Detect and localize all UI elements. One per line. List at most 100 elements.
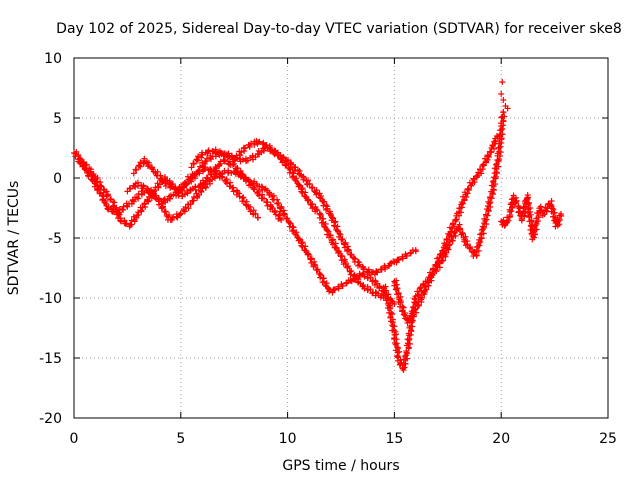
data-point xyxy=(335,283,342,290)
data-point xyxy=(523,197,530,204)
data-point xyxy=(359,263,366,270)
data-point xyxy=(261,195,268,202)
y-tick-label: -10 xyxy=(39,291,62,307)
axis-ticks: 0 5 10 15 20 25 10 5 0 -5 -10 -15 -20 xyxy=(39,51,617,447)
data-point xyxy=(292,230,299,237)
data-point xyxy=(322,206,329,213)
data-point xyxy=(168,216,175,223)
data-point xyxy=(411,296,418,303)
data-point xyxy=(281,211,288,218)
data-point xyxy=(119,206,126,213)
data-point xyxy=(452,216,459,223)
data-point xyxy=(344,264,351,271)
data-point xyxy=(118,218,125,225)
data-point xyxy=(213,149,220,156)
data-point xyxy=(308,201,315,208)
data-point xyxy=(324,205,331,212)
y-tick-label: 0 xyxy=(53,171,62,187)
data-point xyxy=(491,138,498,145)
data-point xyxy=(193,156,200,163)
data-point xyxy=(190,160,197,167)
data-point xyxy=(103,193,110,200)
data-point xyxy=(205,147,212,154)
data-point xyxy=(400,311,407,318)
data-point xyxy=(304,197,311,204)
data-point xyxy=(403,252,410,259)
data-point xyxy=(90,172,97,179)
data-point xyxy=(332,218,339,225)
data-point xyxy=(141,201,148,208)
data-point xyxy=(348,268,355,275)
data-point xyxy=(509,204,516,211)
data-point xyxy=(123,220,130,227)
y-tick-label: 5 xyxy=(53,111,62,127)
data-point xyxy=(461,197,468,204)
data-point xyxy=(317,212,324,219)
data-point xyxy=(325,228,332,235)
data-point xyxy=(226,183,233,190)
y-tick-label: -15 xyxy=(39,351,62,367)
data-point xyxy=(255,147,262,154)
data-point xyxy=(159,204,166,211)
data-point xyxy=(264,202,271,209)
data-point xyxy=(326,288,333,295)
data-point xyxy=(266,192,273,199)
data-point xyxy=(501,222,508,229)
data-point xyxy=(386,305,393,312)
data-point xyxy=(498,136,505,143)
data-point xyxy=(304,251,311,258)
data-point xyxy=(399,307,406,314)
data-point xyxy=(338,257,345,264)
data-point xyxy=(500,97,507,103)
data-point xyxy=(144,163,151,170)
data-point xyxy=(491,174,498,181)
data-point xyxy=(464,241,471,248)
data-point xyxy=(331,222,338,229)
data-point xyxy=(236,193,243,200)
data-point xyxy=(388,318,395,325)
data-point xyxy=(100,189,107,196)
data-point xyxy=(241,145,248,152)
data-point xyxy=(161,209,168,216)
data-point xyxy=(373,267,380,274)
data-point xyxy=(313,267,320,274)
data-point xyxy=(317,272,324,279)
data-point xyxy=(216,161,223,168)
data-point xyxy=(239,156,246,163)
data-point xyxy=(87,168,94,175)
data-point xyxy=(195,153,202,160)
data-point xyxy=(445,242,452,249)
data-point xyxy=(390,258,397,265)
data-point xyxy=(499,79,506,85)
data-point xyxy=(368,269,375,276)
data-point xyxy=(201,160,208,167)
data-point xyxy=(109,203,116,210)
data-point xyxy=(465,186,472,193)
data-point xyxy=(326,234,333,241)
data-point xyxy=(429,270,436,277)
data-point xyxy=(486,148,493,155)
data-point xyxy=(199,151,206,158)
data-point xyxy=(490,178,497,185)
data-point xyxy=(271,150,278,157)
data-point xyxy=(360,266,367,273)
y-axis-label: SDTVAR / TECUs xyxy=(6,181,22,296)
data-point xyxy=(158,205,165,212)
data-point xyxy=(449,237,456,244)
data-point xyxy=(231,160,238,167)
data-point xyxy=(177,211,184,218)
data-point xyxy=(404,319,411,326)
data-point xyxy=(177,210,184,217)
data-point xyxy=(523,201,530,208)
data-point xyxy=(283,215,290,222)
data-point xyxy=(256,138,263,145)
data-point xyxy=(161,195,168,202)
data-point xyxy=(467,245,474,252)
data-point xyxy=(367,274,374,281)
data-point xyxy=(423,286,430,293)
data-point xyxy=(394,353,401,360)
data-point xyxy=(345,247,352,254)
x-tick-label: 0 xyxy=(70,431,79,447)
y-tick-label: -5 xyxy=(48,231,62,247)
data-point xyxy=(478,170,485,177)
